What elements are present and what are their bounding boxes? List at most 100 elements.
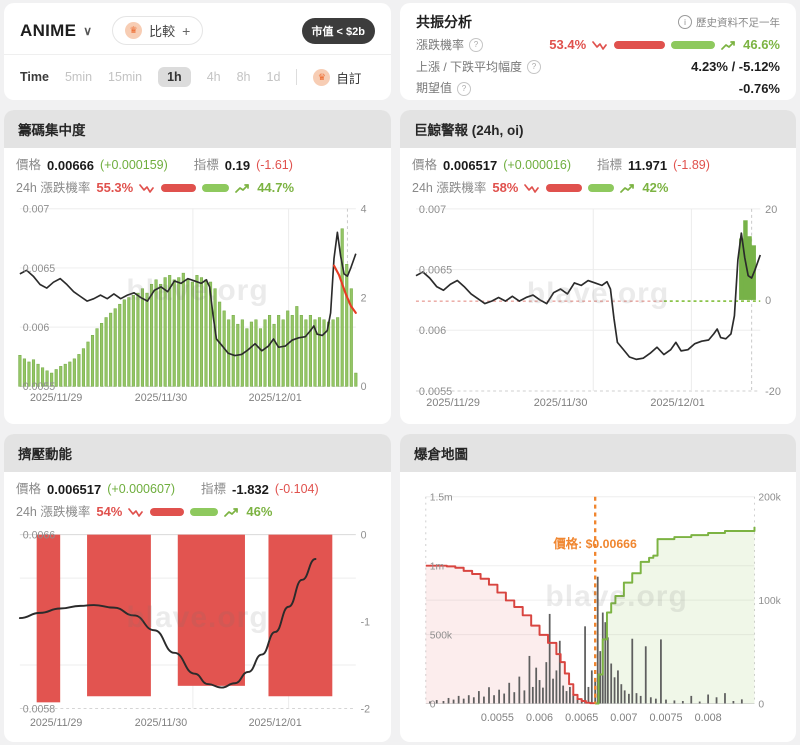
svg-text:-2: -2	[361, 704, 371, 716]
compare-button[interactable]: ♛ 比較 +	[112, 16, 204, 45]
avg-amplitude-label: 上漲 / 下跌平均幅度	[416, 59, 523, 74]
down-probability: 55.3%	[96, 180, 134, 196]
divider	[296, 69, 298, 85]
probability-label: 24h 漲跌機率	[412, 180, 487, 195]
svg-text:0: 0	[430, 699, 436, 710]
whale-chart-area: blave.org 0.007 0.0065 0.006 0.0055 20 0 -20 20…	[412, 201, 784, 411]
svg-text:0.0055: 0.0055	[419, 386, 452, 398]
svg-text:2025/12/01: 2025/12/01	[249, 392, 302, 404]
tab-8h[interactable]: 8h	[236, 70, 251, 84]
price-label: 價格	[16, 482, 42, 497]
resonance-card: 共振分析 i 歷史資料不足一年 漲跌機率? 53.4% 46.6% 上漲 / 下…	[400, 3, 796, 100]
probability-row: 24h 漲跌機率 58% 42%	[412, 179, 784, 197]
custom-timeframe-button[interactable]: ♛ 自訂	[313, 68, 361, 87]
svg-text:100k: 100k	[758, 596, 781, 607]
indicator-change: (-1.89)	[673, 158, 710, 173]
up-probability: 46.6%	[743, 37, 780, 52]
probability-label: 24h 漲跌機率	[16, 504, 91, 519]
up-probability: 44.7%	[257, 180, 295, 196]
price-change: (+0.000607)	[107, 482, 176, 497]
svg-text:0.0055: 0.0055	[481, 712, 514, 724]
tab-1d[interactable]: 1d	[266, 70, 281, 84]
chevron-down-icon[interactable]: ∨	[83, 23, 93, 38]
probability-label: 漲跌機率	[416, 37, 465, 52]
panel-title: 爆倉地圖	[400, 434, 796, 472]
svg-text:0.006: 0.006	[419, 326, 446, 338]
probability-row: 24h 漲跌機率 55.3% 44.7%	[16, 179, 379, 197]
down-probability-bar	[150, 508, 184, 517]
probability-row: 24h 漲跌機率 54% 46%	[16, 503, 379, 521]
price-change: (+0.000159)	[100, 158, 168, 173]
svg-text:20: 20	[765, 204, 777, 216]
squeeze-chart-area: blave.org 0.00660.00580-1-22025/11/29202…	[16, 525, 379, 735]
svg-text:2025/11/29: 2025/11/29	[426, 397, 480, 409]
up-probability-bar	[670, 41, 716, 50]
svg-text:1m: 1m	[430, 562, 444, 573]
indicator-change: (-0.104)	[274, 482, 319, 497]
indicator-label: 指標	[597, 158, 623, 173]
svg-text:2025/11/29: 2025/11/29	[30, 717, 82, 729]
indicator-value: -1.832	[232, 482, 269, 497]
liquidation-map-chart: 價格: $0.00666 1.5m 1m 500k 0 200k 100k 0 0.0055 0.…	[425, 493, 782, 724]
avg-amplitude-row: 上漲 / 下跌平均幅度? 4.23% / -5.12%	[416, 59, 780, 76]
plus-icon: +	[182, 22, 191, 39]
history-notice: i 歷史資料不足一年	[678, 15, 780, 30]
symbol-card: ANIME ∨ ♛ 比較 + 市值 < $2b Time 5min 15min …	[4, 3, 391, 100]
question-icon[interactable]: ?	[527, 60, 542, 75]
svg-text:4: 4	[361, 204, 367, 216]
trend-down-icon	[139, 183, 155, 193]
whale-alert-chart: 0.007 0.0065 0.006 0.0055 20 0 -20 2025/11/29 20…	[415, 204, 781, 409]
svg-text:0.0065: 0.0065	[23, 263, 56, 275]
trend-up-icon	[235, 183, 250, 193]
tab-5min[interactable]: 5min	[64, 70, 93, 84]
question-icon[interactable]: ?	[457, 82, 472, 97]
up-probability-bar	[588, 184, 615, 193]
svg-text:0.007: 0.007	[23, 204, 50, 216]
symbol-header-row: ANIME ∨ ♛ 比較 + 市值 < $2b	[4, 3, 391, 54]
liquidation-chart-area: blave.org 價格: $0.006661.5m1m500k0200k100…	[412, 485, 784, 733]
tab-4h[interactable]: 4h	[206, 70, 221, 84]
svg-text:2025/11/30: 2025/11/30	[135, 717, 187, 729]
svg-text:-1: -1	[361, 617, 371, 629]
symbol-name[interactable]: ANIME	[20, 20, 77, 40]
resonance-title: 共振分析	[416, 14, 472, 30]
expected-value-label: 期望值	[416, 81, 453, 96]
svg-text:2025/12/01: 2025/12/01	[249, 717, 302, 729]
probability-label: 24h 漲跌機率	[16, 180, 91, 195]
down-probability-bar	[546, 184, 583, 193]
price-indicator-row: 價格 0.006517 (+0.000016) 指標 11.971 (-1.89…	[412, 157, 784, 175]
price-indicator-row: 價格 0.006517 (+0.000607) 指標 -1.832 (-0.10…	[16, 481, 379, 499]
down-probability-bar	[614, 41, 665, 50]
svg-text:0.0066: 0.0066	[23, 530, 56, 542]
indicator-value: 0.19	[224, 158, 251, 173]
svg-text:0.0065: 0.0065	[419, 265, 452, 277]
down-probability: 53.4%	[549, 37, 587, 52]
svg-text:2025/11/30: 2025/11/30	[534, 397, 588, 409]
down-probability: 54%	[96, 504, 123, 520]
tab-1h[interactable]: 1h	[158, 67, 191, 87]
svg-text:2025/11/30: 2025/11/30	[135, 392, 187, 404]
panel-title: 籌碼集中度	[4, 110, 391, 148]
question-icon[interactable]: ?	[469, 38, 484, 53]
trend-down-icon	[524, 183, 540, 193]
panel-title: 擠壓動能	[4, 434, 391, 472]
svg-text:1.5m: 1.5m	[430, 493, 453, 504]
svg-text:0.007: 0.007	[610, 712, 637, 724]
price-label: 價格	[16, 158, 42, 173]
price-change: (+0.000016)	[503, 158, 572, 173]
trend-up-icon	[721, 41, 735, 50]
trend-up-icon	[224, 507, 239, 517]
indicator-change: (-1.61)	[256, 158, 293, 173]
svg-text:0.007: 0.007	[419, 204, 446, 216]
svg-text:2025/12/01: 2025/12/01	[650, 397, 704, 409]
panel-liquidation-map: 爆倉地圖 blave.org 價格: $0.006661.5m1m500k020…	[400, 434, 796, 742]
panel-squeeze-momentum: 擠壓動能 價格 0.006517 (+0.000607) 指標 -1.832 (…	[4, 434, 391, 742]
svg-text:0.0065: 0.0065	[565, 712, 598, 724]
timeframe-row: Time 5min 15min 1h 4h 8h 1d ♛ 自訂	[4, 55, 391, 99]
svg-text:2025/11/29: 2025/11/29	[30, 392, 82, 404]
svg-text:0.008: 0.008	[695, 712, 722, 724]
tab-15min[interactable]: 15min	[108, 70, 143, 84]
chip-concentration-chart: 0.007 0.0065 0.006 0.0055 4 2 0 2025/11/29 2025/…	[18, 204, 367, 404]
svg-text:0.0058: 0.0058	[23, 704, 56, 716]
market-cap-badge: 市值 < $2b	[301, 17, 375, 44]
